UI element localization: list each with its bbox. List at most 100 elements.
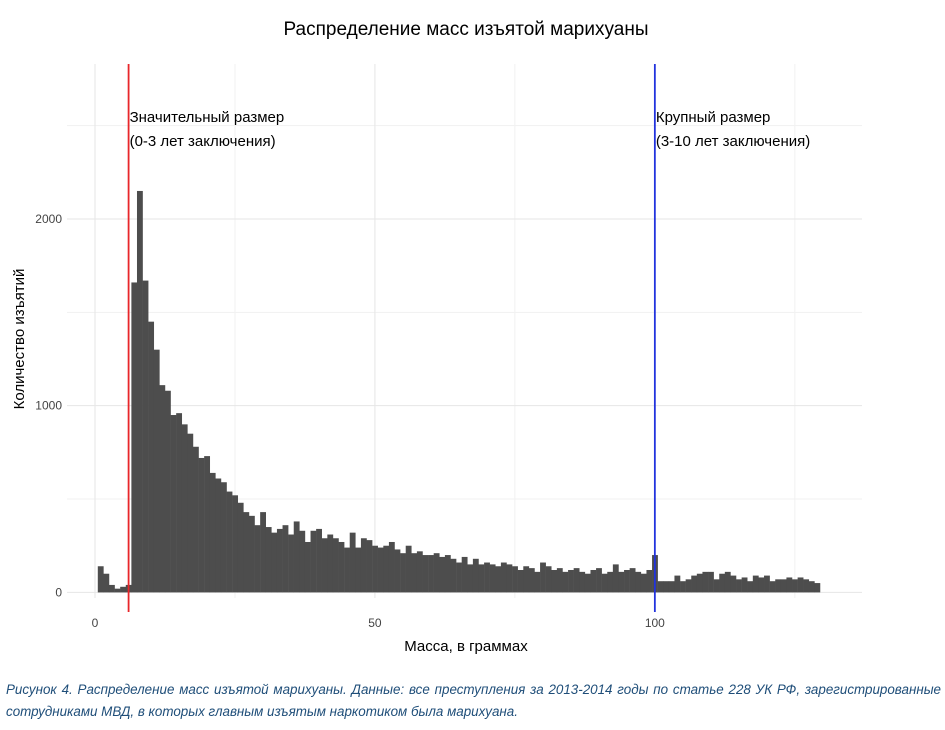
histogram-bar	[568, 569, 574, 593]
histogram-bar	[248, 515, 255, 593]
histogram-bar	[383, 545, 390, 593]
histogram-bar	[780, 579, 787, 593]
threshold-sublabel-2: (3-10 лет заключения)	[656, 133, 810, 150]
histogram-bar	[148, 321, 155, 593]
y-axis-title: Количество изъятий	[11, 269, 28, 410]
histogram-bar	[607, 571, 614, 593]
histogram-bar	[545, 566, 552, 593]
histogram-bar	[321, 538, 328, 593]
histogram-bar	[198, 457, 205, 593]
histogram-bar	[786, 577, 793, 593]
histogram-bar	[601, 573, 608, 593]
threshold-label-1: Значительный размер	[130, 109, 285, 126]
histogram-bar	[803, 579, 810, 593]
histogram-bar	[590, 569, 597, 593]
histogram-bar	[629, 568, 636, 593]
histogram-bar	[372, 545, 378, 593]
histogram-bar	[612, 564, 619, 593]
histogram-bar	[366, 540, 373, 593]
histogram-bar	[758, 577, 765, 593]
histogram-bar	[584, 573, 591, 593]
histogram-bar	[243, 512, 250, 593]
histogram-bar	[506, 564, 513, 593]
histogram-bar	[416, 551, 423, 593]
histogram-bar	[808, 581, 815, 593]
histogram-bar	[176, 413, 183, 593]
y-tick-label: 2000	[35, 212, 62, 226]
histogram-bar	[624, 569, 630, 593]
histogram-bar	[120, 586, 127, 593]
histogram-bar	[702, 571, 709, 593]
histogram-bar	[523, 566, 530, 593]
histogram-bar	[719, 573, 726, 593]
histogram-bar	[579, 571, 586, 593]
histogram-bar	[472, 558, 479, 593]
histogram-bar	[428, 555, 434, 593]
histogram-bar	[159, 385, 166, 593]
histogram-bar	[478, 564, 485, 593]
y-axis-ticks: 0 1000 2000	[35, 212, 62, 599]
histogram-bar	[360, 538, 367, 593]
histogram-bar	[344, 547, 350, 593]
histogram-bar	[540, 562, 546, 593]
histogram-bar	[260, 512, 266, 593]
histogram-bar	[327, 534, 334, 593]
histogram-bar	[484, 562, 490, 593]
histogram-bar	[500, 562, 507, 593]
histogram-bar	[730, 575, 737, 593]
histogram-bar	[405, 545, 412, 593]
histogram-bar	[724, 571, 731, 593]
histogram-bar	[696, 573, 703, 593]
histogram-bar	[764, 575, 770, 593]
histogram-bar	[663, 581, 670, 593]
histogram-bar	[187, 433, 194, 593]
histogram-bar	[136, 190, 143, 593]
histogram-bar	[400, 553, 406, 593]
histogram-bar	[747, 581, 754, 593]
y-tick-label: 1000	[35, 399, 62, 413]
histogram-bar	[299, 530, 306, 593]
histogram-bar	[444, 555, 451, 593]
histogram-bar	[276, 528, 283, 593]
histogram-bar	[736, 579, 742, 593]
histogram-bar	[293, 521, 300, 593]
histogram-bar	[775, 579, 782, 593]
histogram-bar	[534, 571, 541, 593]
histogram-bar	[792, 579, 798, 593]
histogram-bar	[332, 538, 339, 593]
histogram-bar	[769, 581, 776, 593]
histogram-bar	[232, 495, 239, 593]
histogram-bar	[131, 282, 138, 593]
histogram-bar	[271, 532, 278, 593]
histogram-bar	[265, 527, 272, 593]
histogram-bar	[456, 562, 462, 593]
figure-caption: Рисунок 4. Распределение масс изъятой ма…	[6, 682, 941, 719]
histogram-bar	[170, 415, 177, 593]
histogram-chart: 0 50 100 0 1000 2000 Распределение масс изъя…	[11, 19, 862, 655]
histogram-bar	[114, 588, 121, 593]
threshold-label-2: Крупный размер	[656, 109, 771, 126]
histogram-bar	[433, 553, 440, 593]
histogram-bar	[461, 556, 468, 593]
histogram-bar	[640, 573, 647, 593]
histogram-bars	[97, 190, 821, 593]
histogram-bar	[304, 541, 311, 593]
histogram-bar	[103, 573, 110, 593]
histogram-bar	[489, 564, 496, 593]
histogram-bar	[316, 528, 322, 593]
x-axis-ticks: 0 50 100	[92, 616, 666, 630]
histogram-bar	[573, 568, 580, 593]
histogram-bar	[657, 581, 664, 593]
histogram-bar	[517, 569, 524, 593]
x-tick-label: 0	[92, 616, 99, 630]
histogram-bar	[237, 502, 244, 593]
histogram-bar	[192, 446, 199, 593]
histogram-bar	[668, 581, 675, 593]
histogram-bar	[226, 491, 233, 593]
histogram-bar	[181, 424, 188, 593]
histogram-bar	[282, 525, 289, 593]
histogram-bar	[467, 564, 474, 593]
threshold-sublabel-1: (0-3 лет заключения)	[130, 133, 276, 150]
histogram-bar	[310, 530, 317, 593]
histogram-bar	[254, 525, 261, 593]
